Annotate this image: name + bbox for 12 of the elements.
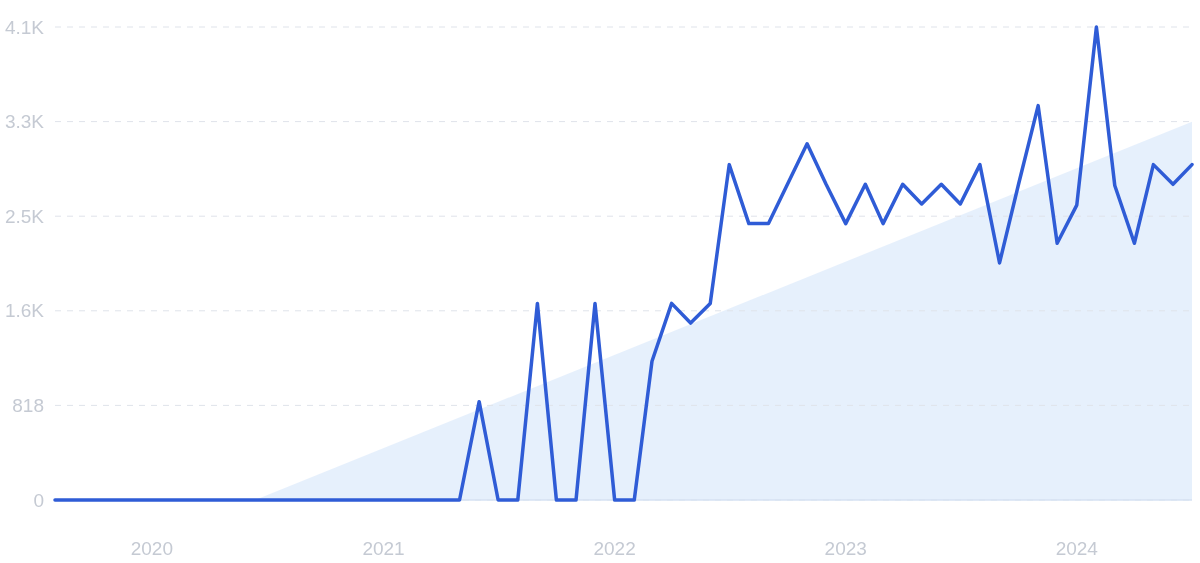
y-tick-label: 818 [12, 395, 44, 417]
y-tick-label: 1.6K [4, 300, 45, 322]
y-tick-label: 0 [33, 489, 44, 511]
x-tick-label: 2020 [130, 538, 173, 559]
y-tick-label: 2.5K [4, 205, 45, 227]
x-tick-label: 2023 [824, 538, 867, 559]
y-tick-label: 4.1K [4, 16, 45, 38]
x-tick-label: 2024 [1055, 538, 1099, 559]
x-tick-label: 2021 [362, 538, 405, 559]
y-tick-label: 3.3K [4, 111, 45, 133]
x-tick-label: 2022 [593, 538, 636, 559]
line-series [53, 25, 1194, 502]
